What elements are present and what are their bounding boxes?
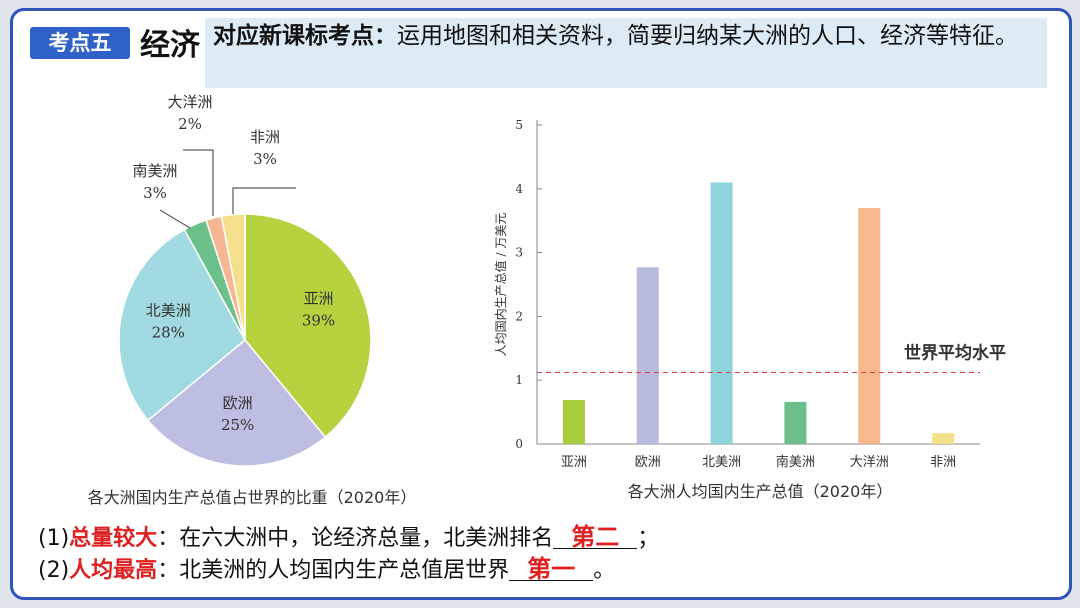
y-tick-label: 1 <box>515 373 523 387</box>
q-answer: 第一 <box>509 557 594 581</box>
slice-label: 非洲 <box>250 128 280 146</box>
bar <box>562 399 585 444</box>
q-answer: 第二 <box>553 525 638 549</box>
q-end: 。 <box>593 558 616 583</box>
bar <box>636 267 659 444</box>
slice-label: 欧洲 <box>223 394 253 412</box>
pie-slice <box>244 213 372 439</box>
bar <box>932 433 955 444</box>
y-tick-label: 4 <box>515 182 523 196</box>
slice-label: 北美洲 <box>146 301 191 319</box>
q-keyword: 人均最高 <box>69 558 158 583</box>
q-keyword: 总量较大 <box>69 526 158 551</box>
y-tick-label: 5 <box>515 118 523 132</box>
q-end: ； <box>637 526 660 551</box>
slice-label: 亚洲 <box>303 290 333 308</box>
y-axis-title: 人均国内生产总值 / 万美元 <box>493 213 508 357</box>
standard-box: 对应新课标考点：运用地图和相关资料，简要归纳某大洲的人口、经济等特征。 <box>205 18 1047 88</box>
leader-line <box>159 209 191 229</box>
leader-line <box>232 187 296 214</box>
x-tick-label: 亚洲 <box>561 455 587 470</box>
slice-value: 39% <box>302 312 335 330</box>
question: (2)人均最高：北美洲的人均国内生产总值居世界 第一。 <box>38 552 615 584</box>
y-tick-label: 0 <box>515 437 523 451</box>
q-text: ：在六大洲中，论经济总量，北美洲排名 <box>157 526 554 551</box>
slice-value: 2% <box>178 115 202 133</box>
x-tick-label: 北美洲 <box>702 455 741 470</box>
pie-slice <box>220 213 246 341</box>
x-tick-label: 南美洲 <box>776 454 815 470</box>
leader-line <box>183 149 214 216</box>
slice-value: 3% <box>253 150 277 168</box>
slice-value: 25% <box>221 416 254 434</box>
reference-label: 世界平均水平 <box>904 343 1006 364</box>
q-text: ：北美洲的人均国内生产总值居世界 <box>157 558 510 583</box>
chart-title: 各大洲人均国内生产总值（2020年） <box>628 482 893 501</box>
x-tick-label: 大洋洲 <box>850 455 889 470</box>
q-number: (1) <box>38 526 70 551</box>
slice-label: 大洋洲 <box>167 93 212 111</box>
slice-label: 南美洲 <box>132 162 177 180</box>
chart-title: 各大洲国内生产总值占世界的比重（2020年） <box>88 488 417 507</box>
x-tick-label: 非洲 <box>930 455 956 470</box>
standard-text: 运用地图和相关资料，简要归纳某大洲的人口、经济等特征。 <box>397 23 1018 49</box>
x-tick-label: 欧洲 <box>635 455 661 470</box>
badge: 考点五 <box>30 27 130 59</box>
pie-slice <box>146 338 327 467</box>
y-tick-label: 2 <box>515 309 523 323</box>
q-number: (2) <box>38 558 70 583</box>
slice-value: 28% <box>152 323 185 341</box>
question: (1)总量较大：在六大洲中，论经济总量，北美洲排名 第二； <box>38 520 659 552</box>
topic: 经济 <box>140 28 200 63</box>
slice-value: 3% <box>143 184 167 202</box>
bar <box>784 401 807 444</box>
y-tick-label: 3 <box>515 246 523 260</box>
standard-label: 对应新课标考点： <box>213 23 397 49</box>
bar <box>858 207 881 444</box>
pie-slice <box>118 228 246 422</box>
bar <box>710 182 733 445</box>
